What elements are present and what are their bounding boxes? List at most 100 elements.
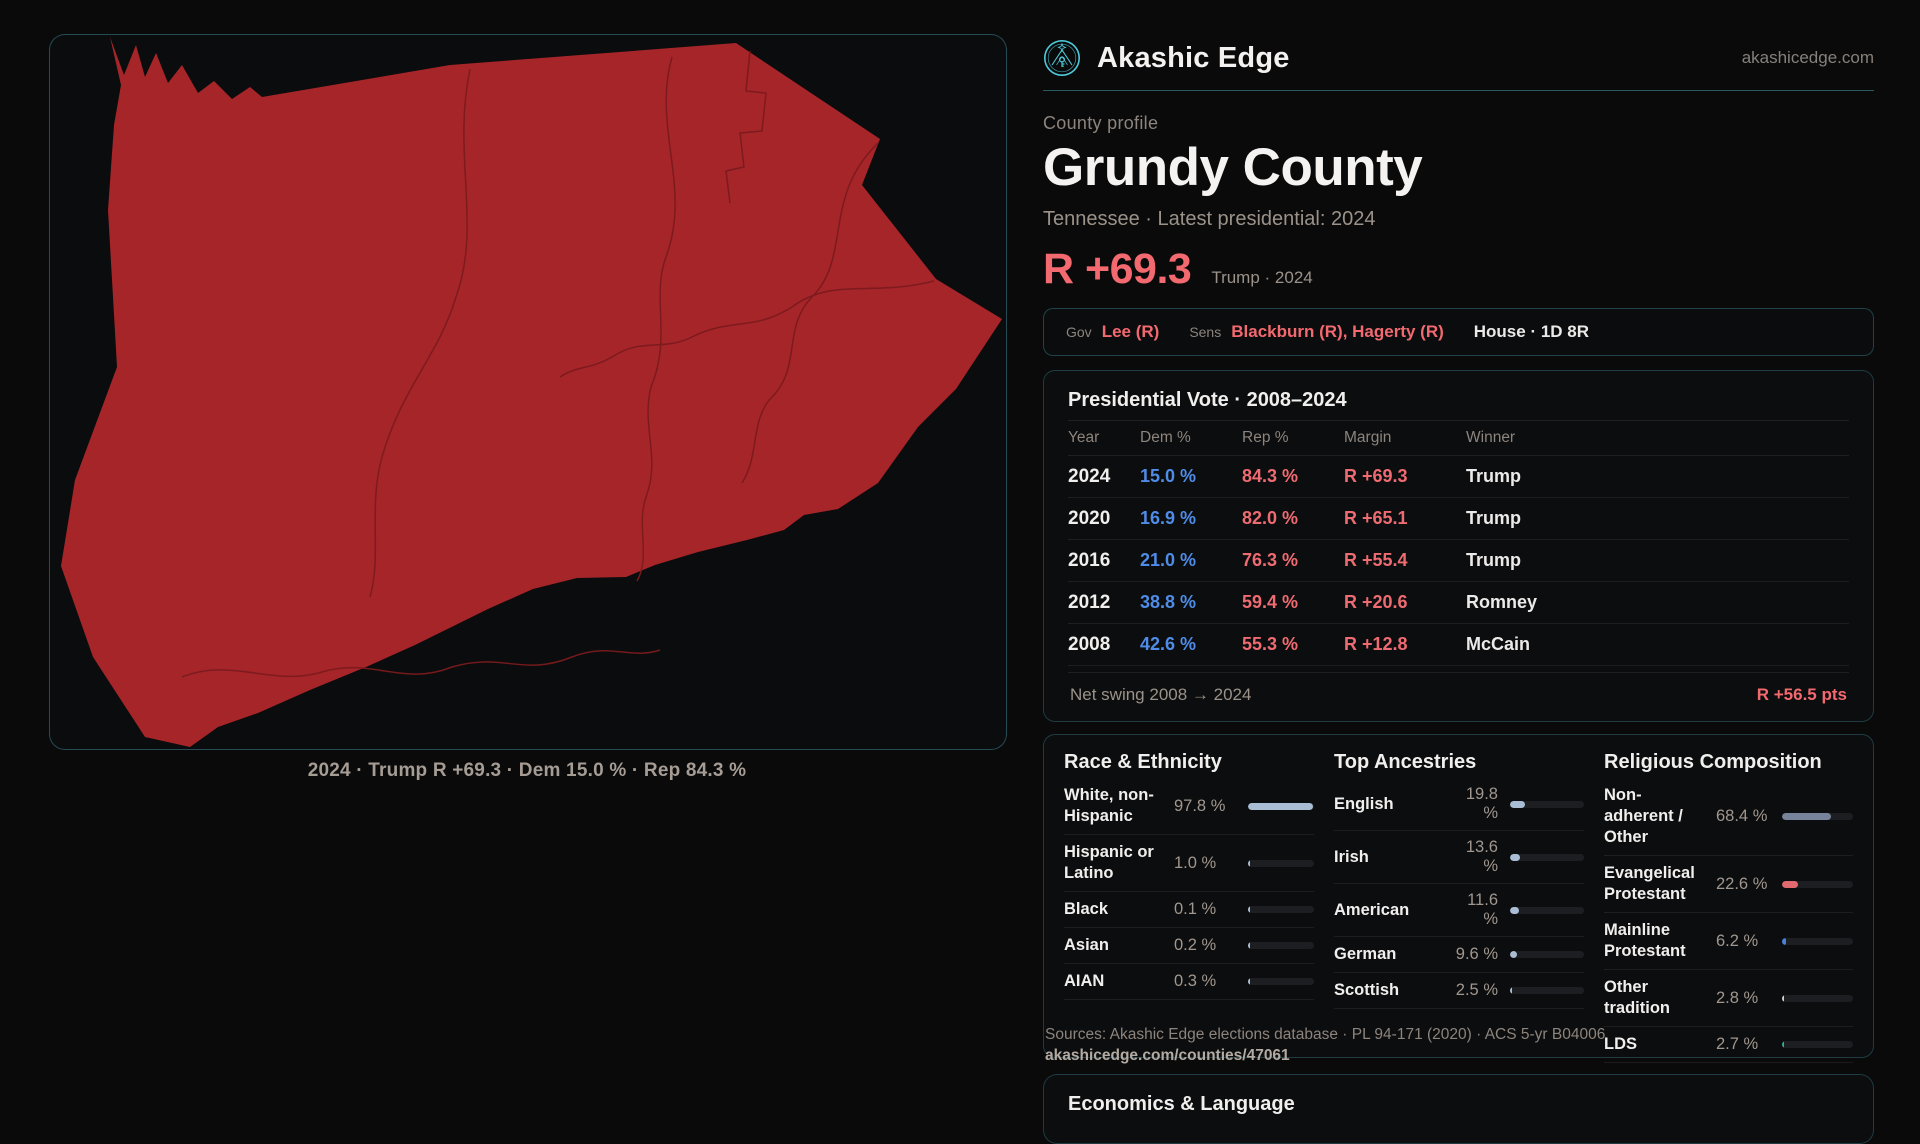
ancestry-label: American — [1334, 900, 1410, 919]
list-item: Hispanic or Latino 1.0 % — [1064, 835, 1314, 892]
dem-pct: 16.9 % — [1140, 508, 1197, 528]
ancestry-label: Irish — [1334, 847, 1369, 866]
ancestry-value: 19.8 % — [1465, 785, 1498, 822]
race-label: AIAN — [1064, 972, 1105, 990]
race-bar — [1248, 978, 1314, 985]
religion-label: Other tradition — [1604, 978, 1670, 1017]
ancestries-section: Top Ancestries English 19.8 % Irish 13.6… — [1334, 751, 1604, 1063]
house-value: House · 1D 8R — [1473, 322, 1590, 341]
race-value: 0.3 % — [1174, 972, 1217, 990]
ancestry-label: German — [1334, 945, 1397, 963]
county-profile-kicker: County profile — [1043, 113, 1159, 133]
winner: Trump — [1466, 550, 1522, 570]
religion-value: 68.4 % — [1716, 807, 1768, 825]
dem-pct: 38.8 % — [1140, 592, 1197, 612]
header: Akashic Edge akashicedge.com — [1043, 38, 1874, 78]
ancestry-bar — [1510, 951, 1584, 958]
rep-pct: 55.3 % — [1242, 634, 1299, 654]
officials-bar: Gov Lee (R) Sens Blackburn (R), Hagerty … — [1043, 308, 1874, 356]
list-item: AIAN 0.3 % — [1064, 964, 1314, 1000]
ancestry-bar — [1510, 906, 1584, 914]
precinct-boundaries — [181, 50, 935, 678]
religion-label: LDS — [1604, 1035, 1637, 1053]
religion-value: 6.2 % — [1716, 931, 1759, 950]
list-item: Asian 0.2 % — [1064, 928, 1314, 964]
religion-bar — [1782, 813, 1853, 820]
religion-title: Religious Composition — [1604, 751, 1822, 773]
religion-label: Mainline Protestant — [1604, 921, 1686, 960]
col-year: Year — [1068, 429, 1100, 446]
ancestries-title: Top Ancestries — [1334, 751, 1477, 773]
ancestry-bar — [1510, 800, 1584, 808]
dem-pct: 15.0 % — [1140, 466, 1197, 486]
dem-pct: 42.6 % — [1140, 634, 1197, 654]
brand-name: Akashic Edge — [1097, 41, 1290, 74]
county-subtitle: Tennessee · Latest presidential: 2024 — [1043, 208, 1376, 230]
year: 2008 — [1068, 634, 1111, 655]
winner: Trump — [1466, 466, 1522, 486]
margin: R +55.4 — [1344, 550, 1408, 570]
list-item: German 9.6 % — [1334, 937, 1584, 973]
religion-label: Evangelical Protestant — [1604, 864, 1695, 903]
year: 2020 — [1068, 508, 1111, 529]
margin: R +65.1 — [1344, 508, 1408, 528]
rep-pct: 82.0 % — [1242, 508, 1299, 528]
ancestry-value: 9.6 % — [1455, 945, 1498, 963]
winner: McCain — [1466, 634, 1531, 654]
ancestry-value: 2.5 % — [1455, 981, 1498, 999]
winner: Trump — [1466, 508, 1522, 528]
list-item: LDS 2.7 % — [1604, 1027, 1853, 1063]
ancestry-bar — [1510, 987, 1584, 994]
table-row: 2008 42.6 % 55.3 % R +12.8 McCain — [1068, 624, 1849, 666]
race-title: Race & Ethnicity — [1064, 751, 1222, 773]
vote-panel-title: Presidential Vote · 2008–2024 — [1068, 389, 1347, 411]
race-value: 0.1 % — [1174, 900, 1217, 918]
list-item: Non-adherent / Other 68.4 % — [1604, 778, 1853, 856]
col-margin: Margin — [1344, 429, 1392, 446]
net-swing-value: R +56.5 pts — [1756, 685, 1847, 704]
list-item: Other tradition 2.8 % — [1604, 970, 1853, 1027]
religion-bar — [1782, 994, 1853, 1002]
race-label: White, non-Hispanic — [1064, 786, 1154, 825]
latest-margin: R +69.3 Trump · 2024 — [1043, 245, 1874, 294]
list-item: American 11.6 % — [1334, 884, 1584, 937]
margin: R +20.6 — [1344, 592, 1408, 612]
page-title: Grundy County — [1043, 138, 1423, 197]
table-row: 2016 21.0 % 76.3 % R +55.4 Trump — [1068, 540, 1849, 582]
county-shape — [61, 37, 1002, 747]
race-label: Hispanic or Latino — [1064, 843, 1154, 882]
race-bar — [1248, 942, 1314, 949]
map-caption: 2024 · Trump R +69.3 · Dem 15.0 % · Rep … — [307, 760, 747, 781]
rep-pct: 76.3 % — [1242, 550, 1299, 570]
col-rep: Rep % — [1242, 429, 1289, 446]
gov-value: Lee (R) — [1101, 322, 1160, 341]
county-map-panel — [49, 34, 1007, 750]
ancestry-bar — [1510, 853, 1584, 861]
year: 2016 — [1068, 550, 1111, 571]
margin: R +12.8 — [1344, 634, 1408, 654]
margin-note: Trump · 2024 — [1211, 268, 1313, 287]
brand-domain-link[interactable]: akashicedge.com — [1741, 48, 1874, 67]
county-map — [61, 37, 1002, 747]
year: 2024 — [1068, 466, 1111, 487]
economics-title: Economics & Language — [1068, 1093, 1295, 1115]
sources-footnote: Sources: Akashic Edge elections database… — [1043, 1024, 1874, 1066]
race-value: 97.8 % — [1174, 796, 1226, 815]
rep-pct: 84.3 % — [1242, 466, 1299, 486]
akashic-edge-logo-icon — [1043, 39, 1081, 77]
list-item: Black 0.1 % — [1064, 892, 1314, 928]
presidential-vote-panel: Presidential Vote · 2008–2024 Year Dem %… — [1043, 370, 1874, 722]
col-dem: Dem % — [1140, 429, 1191, 446]
race-value: 0.2 % — [1174, 936, 1217, 954]
religion-bar — [1782, 1041, 1853, 1048]
winner: Romney — [1466, 592, 1538, 612]
sens-label: Sens — [1189, 324, 1222, 340]
county-url-link[interactable]: akashicedge.com/counties/47061 — [1045, 1047, 1290, 1064]
sources-line: Sources: Akashic Edge elections database… — [1045, 1026, 1606, 1043]
list-item: Irish 13.6 % — [1334, 831, 1584, 884]
religion-label: Non-adherent / Other — [1604, 786, 1683, 846]
header-divider — [1043, 90, 1874, 91]
religion-section: Religious Composition Non-adherent / Oth… — [1604, 751, 1853, 1063]
net-swing-row: Net swing 2008 → 2024 R +56.5 pts — [1068, 672, 1849, 709]
race-ethnicity-section: Race & Ethnicity White, non-Hispanic 97.… — [1064, 751, 1334, 1063]
